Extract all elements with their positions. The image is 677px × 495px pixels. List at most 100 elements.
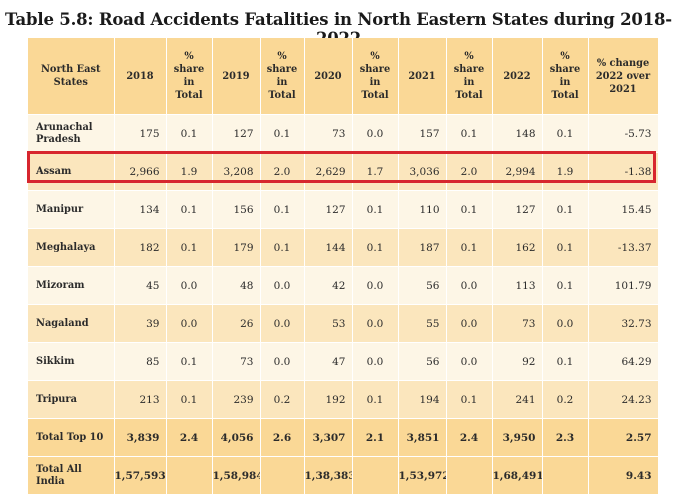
- share-cell: 0.0: [166, 304, 213, 343]
- total-row: Total All India 1,57,593 1,58,984 1,38,383 1…: [28, 456, 659, 495]
- header-share-2020: % share in Total: [352, 38, 399, 115]
- share-cell: 0.1: [352, 228, 399, 267]
- value-cell: 48: [212, 266, 261, 305]
- change-cell: 32.73: [588, 304, 659, 343]
- value-cell: 187: [398, 228, 447, 267]
- value-cell: 175: [114, 114, 167, 153]
- value-cell: 110: [398, 190, 447, 229]
- value-cell: 1,57,593: [114, 456, 167, 495]
- value-cell: 156: [212, 190, 261, 229]
- share-cell: 0.1: [542, 342, 589, 381]
- share-cell: 0.1: [542, 228, 589, 267]
- header-share-2018: % share in Total: [166, 38, 213, 115]
- value-cell: 113: [492, 266, 543, 305]
- value-cell: 192: [304, 380, 353, 419]
- share-cell: 0.1: [260, 190, 305, 229]
- share-cell: 0.0: [260, 342, 305, 381]
- share-cell: 0.1: [166, 228, 213, 267]
- header-2020: 2020: [304, 38, 353, 115]
- value-cell: 73: [304, 114, 353, 153]
- header-change: % change 2022 over 2021: [588, 38, 659, 115]
- share-cell: 2.0: [446, 152, 493, 191]
- value-cell: 3,307: [304, 418, 353, 457]
- value-cell: 56: [398, 266, 447, 305]
- share-cell: [166, 456, 213, 495]
- header-2022: 2022: [492, 38, 543, 115]
- value-cell: 241: [492, 380, 543, 419]
- share-cell: 0.0: [352, 304, 399, 343]
- value-cell: 2,966: [114, 152, 167, 191]
- value-cell: 92: [492, 342, 543, 381]
- change-cell: 64.29: [588, 342, 659, 381]
- value-cell: 127: [492, 190, 543, 229]
- header-2019: 2019: [212, 38, 261, 115]
- change-cell: 15.45: [588, 190, 659, 229]
- value-cell: 4,056: [212, 418, 261, 457]
- share-cell: 0.0: [352, 266, 399, 305]
- share-cell: [352, 456, 399, 495]
- share-cell: 1.9: [542, 152, 589, 191]
- share-cell: 2.6: [260, 418, 305, 457]
- value-cell: 213: [114, 380, 167, 419]
- fatalities-table: North East States 2018 % share in Total …: [28, 38, 659, 495]
- share-cell: 0.0: [446, 342, 493, 381]
- total-row: Total Top 10 3,839 2.4 4,056 2.6 3,307 2.1 3,85…: [28, 418, 659, 457]
- value-cell: 1,53,972: [398, 456, 447, 495]
- state-name: Tripura: [28, 380, 115, 419]
- share-cell: 0.0: [446, 304, 493, 343]
- share-cell: 0.1: [542, 266, 589, 305]
- value-cell: 39: [114, 304, 167, 343]
- table-row: Mizoram 45 0.0 48 0.0 42 0.0 56 0.0 113 0.1 101.79: [28, 266, 659, 305]
- share-cell: 0.0: [260, 304, 305, 343]
- value-cell: 47: [304, 342, 353, 381]
- share-cell: 0.1: [446, 380, 493, 419]
- value-cell: 3,839: [114, 418, 167, 457]
- share-cell: 0.1: [166, 342, 213, 381]
- share-cell: 0.1: [260, 228, 305, 267]
- state-name: Total All India: [28, 456, 115, 495]
- share-cell: 0.1: [446, 114, 493, 153]
- value-cell: 1,68,491: [492, 456, 543, 495]
- value-cell: 3,208: [212, 152, 261, 191]
- table-row: Meghalaya 182 0.1 179 0.1 144 0.1 187 0.1 162 0.1-…: [28, 228, 659, 267]
- change-cell: -13.37: [588, 228, 659, 267]
- header-state: North East States: [28, 38, 115, 115]
- value-cell: 73: [492, 304, 543, 343]
- value-cell: 144: [304, 228, 353, 267]
- change-cell: -1.38: [588, 152, 659, 191]
- share-cell: 0.2: [260, 380, 305, 419]
- table-row: Sikkim 85 0.1 73 0.0 47 0.0 56 0.0 92 0.1 64.29: [28, 342, 659, 381]
- header-row: North East States 2018 % share in Total …: [28, 38, 659, 115]
- value-cell: 134: [114, 190, 167, 229]
- share-cell: 0.1: [166, 190, 213, 229]
- value-cell: 2,629: [304, 152, 353, 191]
- value-cell: 179: [212, 228, 261, 267]
- share-cell: 0.2: [542, 380, 589, 419]
- share-cell: [446, 456, 493, 495]
- header-share-2021: % share in Total: [446, 38, 493, 115]
- table-row: Manipur 134 0.1 156 0.1 127 0.1 110 0.1 127 0.1 15.…: [28, 190, 659, 229]
- share-cell: 0.1: [166, 114, 213, 153]
- share-cell: 0.0: [166, 266, 213, 305]
- state-name: Mizoram: [28, 266, 115, 305]
- share-cell: 1.9: [166, 152, 213, 191]
- state-name: Sikkim: [28, 342, 115, 381]
- share-cell: [542, 456, 589, 495]
- share-cell: 2.1: [352, 418, 399, 457]
- change-cell: 101.79: [588, 266, 659, 305]
- value-cell: 56: [398, 342, 447, 381]
- value-cell: 85: [114, 342, 167, 381]
- value-cell: 3,036: [398, 152, 447, 191]
- share-cell: 0.0: [542, 304, 589, 343]
- value-cell: 53: [304, 304, 353, 343]
- value-cell: 127: [212, 114, 261, 153]
- value-cell: 127: [304, 190, 353, 229]
- share-cell: 0.0: [446, 266, 493, 305]
- value-cell: 148: [492, 114, 543, 153]
- header-share-2019: % share in Total: [260, 38, 305, 115]
- share-cell: 2.4: [446, 418, 493, 457]
- state-name: Nagaland: [28, 304, 115, 343]
- share-cell: 0.1: [352, 190, 399, 229]
- value-cell: 42: [304, 266, 353, 305]
- change-cell: 24.23: [588, 380, 659, 419]
